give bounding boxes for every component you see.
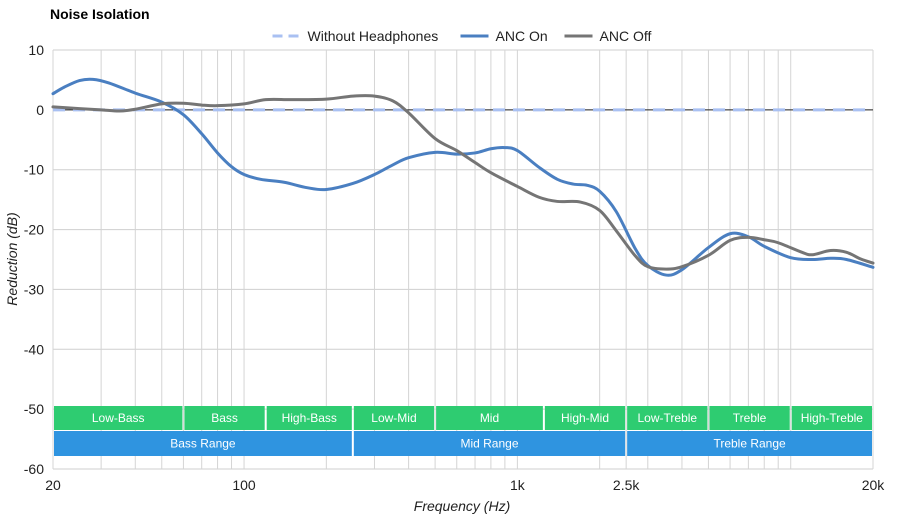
frequency-band (54, 431, 352, 456)
frequency-band-label: High-Mid (561, 411, 609, 425)
frequency-band-label: Bass Range (170, 437, 236, 451)
y-tick-label: -10 (24, 162, 44, 178)
grid (52, 49, 874, 470)
frequency-band (184, 406, 265, 430)
x-tick-label: 20 (45, 477, 61, 493)
legend-item-without-headphones: Without Headphones (272, 28, 439, 44)
frequency-band (266, 406, 352, 430)
series-layer (51, 77, 875, 277)
frequency-band-label: High-Bass (282, 411, 337, 425)
frequency-band (627, 431, 872, 456)
frequency-band (791, 406, 872, 430)
frequency-band (54, 406, 183, 430)
frequency-band-label: Low-Mid (371, 411, 416, 425)
frequency-band (353, 406, 435, 430)
frequency-band (627, 406, 708, 430)
y-tick-label: -40 (24, 341, 44, 357)
frequency-band (353, 431, 626, 456)
legend: Without Headphones ANC On ANC Off (272, 28, 652, 44)
frequency-band-label: Mid (480, 411, 499, 425)
y-tick-label: -60 (24, 461, 44, 477)
chart-title: Noise Isolation (50, 6, 150, 22)
x-tick-label: 1k (510, 477, 526, 493)
x-axis-ticks: 20 100 1k 2.5k 20k (45, 477, 885, 493)
frequency-band-label: Treble Range (713, 437, 786, 451)
frequency-band-label: Low-Bass (92, 411, 145, 425)
x-tick-label: 20k (862, 477, 886, 493)
x-tick-label: 100 (232, 477, 256, 493)
y-tick-label: -20 (24, 222, 44, 238)
legend-label: ANC On (496, 28, 548, 44)
frequency-band-label: Low-Treble (638, 411, 698, 425)
frequency-band-label: Treble (733, 411, 767, 425)
frequency-band-label: Mid Range (460, 437, 518, 451)
series-line-anc-on (51, 77, 875, 277)
frequency-band-label: Bass (211, 411, 238, 425)
y-tick-label: -50 (24, 401, 44, 417)
y-tick-label: -30 (24, 281, 44, 297)
frequency-bands: Low-Bass Bass High-Bass Low-Mid Mid High-Mid L… (54, 406, 872, 456)
frequency-band (709, 406, 790, 430)
legend-item-anc-off: ANC Off (564, 28, 652, 44)
legend-label: ANC Off (600, 28, 652, 44)
frequency-band-label: High-Treble (801, 411, 864, 425)
frequency-band (436, 406, 543, 430)
frequency-band (544, 406, 626, 430)
y-tick-label: 10 (28, 42, 44, 58)
x-axis-label: Frequency (Hz) (414, 498, 510, 514)
x-tick-label: 2.5k (613, 477, 640, 493)
y-axis-label: Reduction (dB) (4, 212, 20, 305)
legend-label: Without Headphones (308, 28, 439, 44)
series-line-anc-off (51, 94, 875, 271)
y-tick-label: 0 (36, 102, 44, 118)
legend-item-anc-on: ANC On (460, 28, 548, 44)
y-axis-ticks: 10 0 -10 -20 -30 -40 -50 -60 (24, 42, 44, 477)
